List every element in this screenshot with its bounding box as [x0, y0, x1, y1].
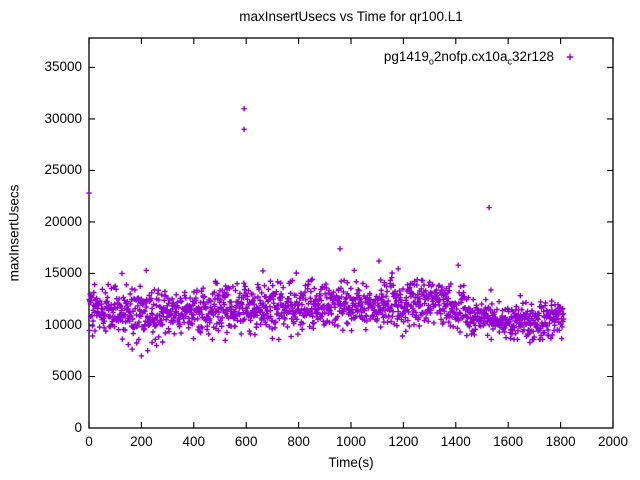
x-tick-label: 0	[85, 434, 93, 449]
y-tick-label: 30000	[44, 110, 82, 126]
x-tick-label: 1000	[335, 434, 367, 449]
y-tick-label: 25000	[44, 162, 82, 178]
x-tick-label: 200	[130, 434, 153, 449]
x-tick-label: 600	[234, 434, 258, 449]
legend: pg1419o2nofp.cx10ac32r128	[0, 49, 554, 67]
x-tick-label: 1800	[545, 434, 576, 449]
y-tick-label: 10000	[44, 316, 82, 332]
y-tick-label: 15000	[44, 265, 82, 281]
x-tick-label: 800	[287, 434, 310, 449]
x-tick-label: 2000	[597, 434, 629, 449]
x-tick-label: 400	[182, 434, 206, 449]
plot-border	[88, 37, 614, 429]
scatter-points	[86, 53, 574, 359]
y-tick-label: 20000	[44, 213, 82, 229]
y-tick-label: 35000	[44, 59, 82, 75]
legend-series-label: pg1419o2nofp.cx10ac32r128	[383, 49, 554, 67]
x-tick-label: 1400	[440, 434, 471, 449]
axis-ticks	[88, 38, 614, 429]
x-tick-label: 1600	[493, 434, 524, 449]
y-tick-label: 5000	[51, 368, 82, 384]
x-tick-label: 1200	[388, 434, 419, 449]
y-tick-label: 0	[74, 420, 82, 435]
chart-title: maxInsertUsecs vs Time for qr100.L1	[239, 9, 463, 24]
x-axis-label: Time(s)	[328, 455, 374, 470]
